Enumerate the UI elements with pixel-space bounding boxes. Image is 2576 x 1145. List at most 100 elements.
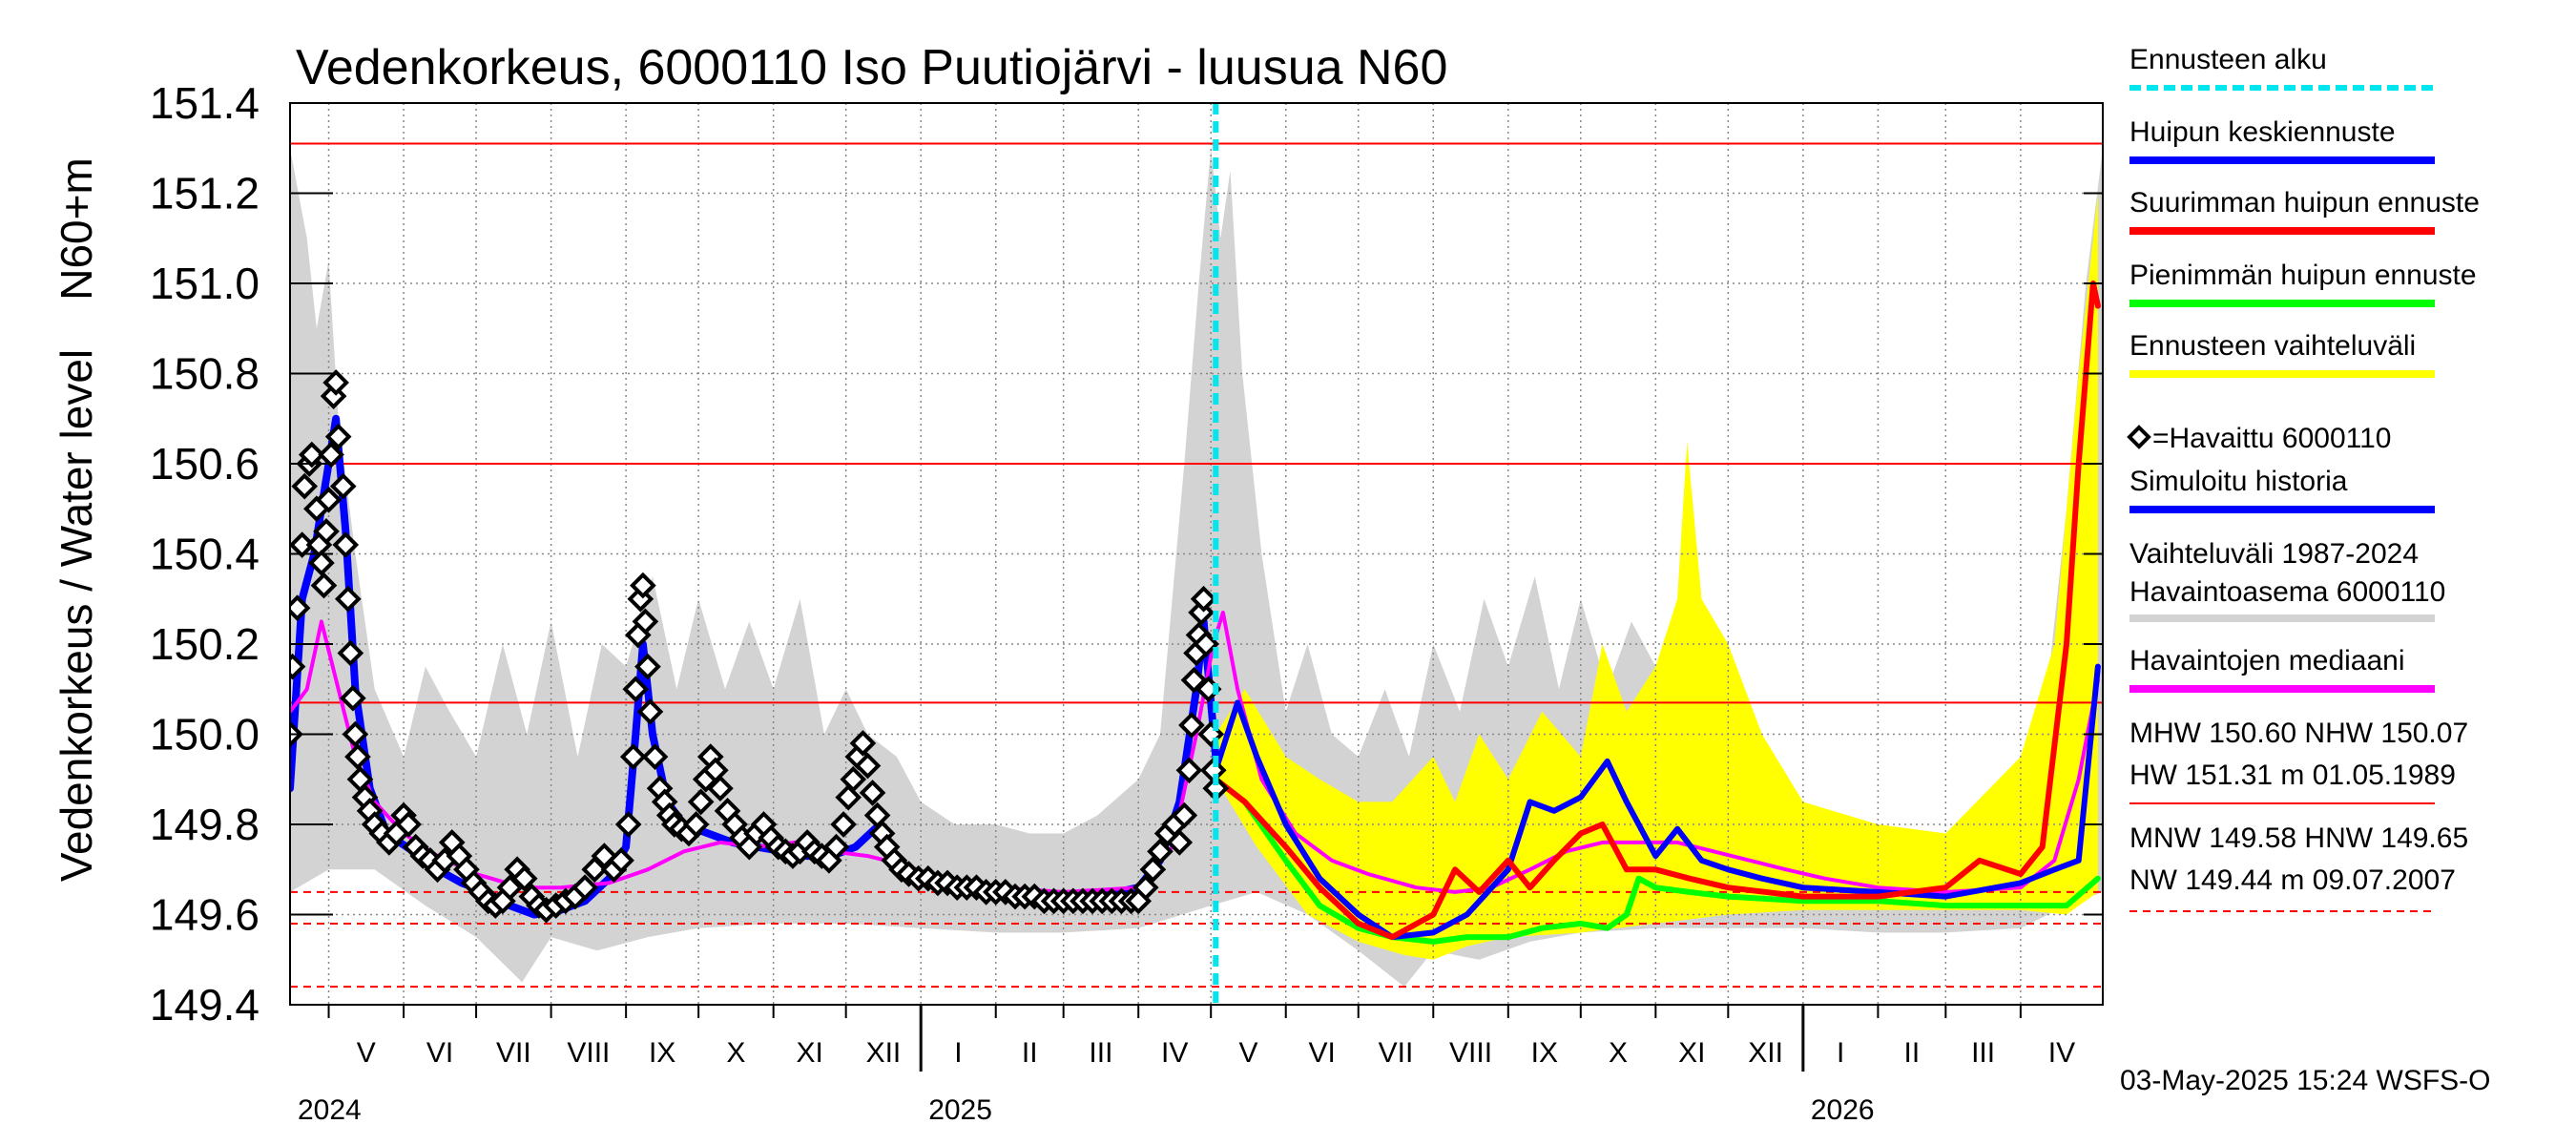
observation-point — [840, 765, 867, 793]
legend-stats-low-1: MNW 149.58 HNW 149.65 — [2129, 822, 2468, 854]
observation-point — [313, 518, 340, 545]
y-ticks: 149.4 149.6 149.8 150.0 150.2 150.4 150.6 150.8… — [150, 78, 2103, 1030]
observation-point — [334, 585, 362, 613]
x-month-label: XII — [1748, 1037, 1783, 1069]
legend: Ennusteen alku Huipun keskiennuste Suurimm… — [2127, 44, 2480, 912]
y-tick-label: 149.8 — [150, 800, 260, 849]
x-month-label: X — [726, 1037, 745, 1069]
observation-point — [318, 441, 344, 468]
observation-point — [622, 676, 650, 703]
y-tick-label: 151.4 — [150, 78, 260, 128]
x-month-label: VI — [426, 1037, 453, 1069]
observation-point — [641, 743, 669, 770]
observation-point — [835, 783, 862, 811]
x-ticks: V VI VII VIII IX X XI XII I II III IV V VI VII VIII IX X X… — [290, 1004, 2103, 1126]
footer-timestamp: 03-May-2025 15:24 WSFS-O — [2120, 1065, 2491, 1096]
y-tick-label: 149.4 — [150, 980, 260, 1030]
observation-point — [1178, 712, 1205, 739]
x-month-label: II — [1904, 1037, 1921, 1069]
x-year-label: 2024 — [298, 1094, 362, 1126]
x-month-label: VI — [1309, 1037, 1336, 1069]
observation-point — [682, 811, 710, 838]
x-month-label: VII — [496, 1037, 531, 1069]
series-line-huipun-keskiennuste — [1213, 663, 2101, 941]
observation-point — [1166, 829, 1194, 856]
y-tick-label: 150.6 — [150, 439, 260, 489]
series-line-havaintojen-mediaani — [290, 610, 2100, 894]
y-tick-label: 150.8 — [150, 349, 260, 399]
observation-point — [687, 788, 715, 816]
observation-point — [634, 653, 661, 680]
observation-layer — [290, 369, 1230, 924]
observation-point — [291, 472, 319, 500]
observation-point — [849, 730, 877, 757]
legend-marker-observed — [2127, 425, 2151, 449]
legend-vaihteluv-li-1987-2024-label-2: Havaintoasema 6000110 — [2129, 576, 2445, 608]
legend-stats-high-2: HW 151.31 m 01.05.1989 — [2129, 760, 2456, 791]
observation-point — [290, 531, 316, 558]
observation-point — [707, 775, 734, 802]
observation-point — [510, 864, 538, 892]
x-month-label: X — [1609, 1037, 1628, 1069]
x-year-label: 2025 — [928, 1094, 992, 1126]
x-month-label: IV — [1161, 1037, 1188, 1069]
x-month-label: V — [357, 1037, 376, 1069]
x-month-label: XII — [866, 1037, 902, 1069]
x-month-label: III — [1971, 1037, 1995, 1069]
legend-havaintojen-mediaani-label: Havaintojen mediaani — [2129, 645, 2405, 677]
x-month-label: I — [954, 1037, 962, 1069]
legend-huipun-keskiennuste-label: Huipun keskiennuste — [2129, 116, 2396, 148]
x-month-label: XI — [796, 1037, 822, 1069]
x-month-label: VIII — [567, 1037, 610, 1069]
y-tick-label: 150.2 — [150, 619, 260, 669]
observation-point — [340, 684, 366, 712]
x-month-label: VIII — [1449, 1037, 1492, 1069]
legend-suurimman-huipun-ennuste-label: Suurimman huipun ennuste — [2129, 187, 2480, 219]
legend-stats-high-1: MHW 150.60 NHW 150.07 — [2129, 718, 2468, 749]
observation-point — [830, 811, 857, 838]
observation-point — [859, 780, 886, 806]
observation-point — [290, 653, 306, 680]
observation-point — [1193, 631, 1219, 657]
forecast-range-band — [1215, 193, 2098, 960]
y-axis-label-main: Vedenkorkeus / Water level — [52, 349, 101, 882]
x-month-label: I — [1837, 1037, 1844, 1069]
x-year-label: 2026 — [1811, 1094, 1875, 1126]
y-tick-label: 149.6 — [150, 890, 260, 940]
observation-point — [342, 720, 369, 748]
x-month-label: VII — [1379, 1037, 1414, 1069]
observation-point — [1175, 757, 1203, 784]
y-tick-label: 151.2 — [150, 169, 260, 219]
observation-point — [337, 639, 364, 667]
observation-point — [308, 550, 335, 576]
observation-point — [619, 743, 647, 770]
observation-point — [632, 608, 659, 635]
y-tick-label: 150.0 — [150, 710, 260, 760]
legend-stats-low-2: NW 149.44 m 09.07.2007 — [2129, 864, 2456, 896]
observation-point — [614, 811, 642, 838]
observation-point — [324, 423, 352, 450]
x-month-label: IV — [2048, 1037, 2075, 1069]
legend-vaihteluv-li-1987-2024-label: Vaihteluväli 1987-2024 — [2129, 538, 2419, 570]
observation-point — [1147, 838, 1174, 865]
observation-point — [315, 486, 343, 513]
y-tick-label: 151.0 — [150, 259, 260, 308]
observation-point — [322, 369, 349, 396]
observation-point — [310, 572, 338, 599]
observation-point — [854, 752, 882, 780]
chart-title: Vedenkorkeus, 6000110 Iso Puutiojärvi - … — [296, 40, 1447, 95]
bands-layer — [290, 148, 2103, 988]
observation-point — [332, 531, 360, 558]
y-tick-label: 150.4 — [150, 530, 260, 579]
observation-point — [1188, 599, 1215, 626]
x-month-label: XI — [1678, 1037, 1705, 1069]
legend-ennusteen-alku-label: Ennusteen alku — [2129, 44, 2327, 75]
observation-point — [329, 472, 357, 500]
observation-point — [822, 833, 850, 861]
legend-simuloitu-historia-label: Simuloitu historia — [2129, 466, 2348, 497]
observation-point — [1139, 856, 1167, 884]
x-month-label: III — [1089, 1037, 1112, 1069]
observation-point — [395, 811, 422, 838]
series-line-pienimm-n-huipun-ennuste — [1213, 776, 2101, 945]
